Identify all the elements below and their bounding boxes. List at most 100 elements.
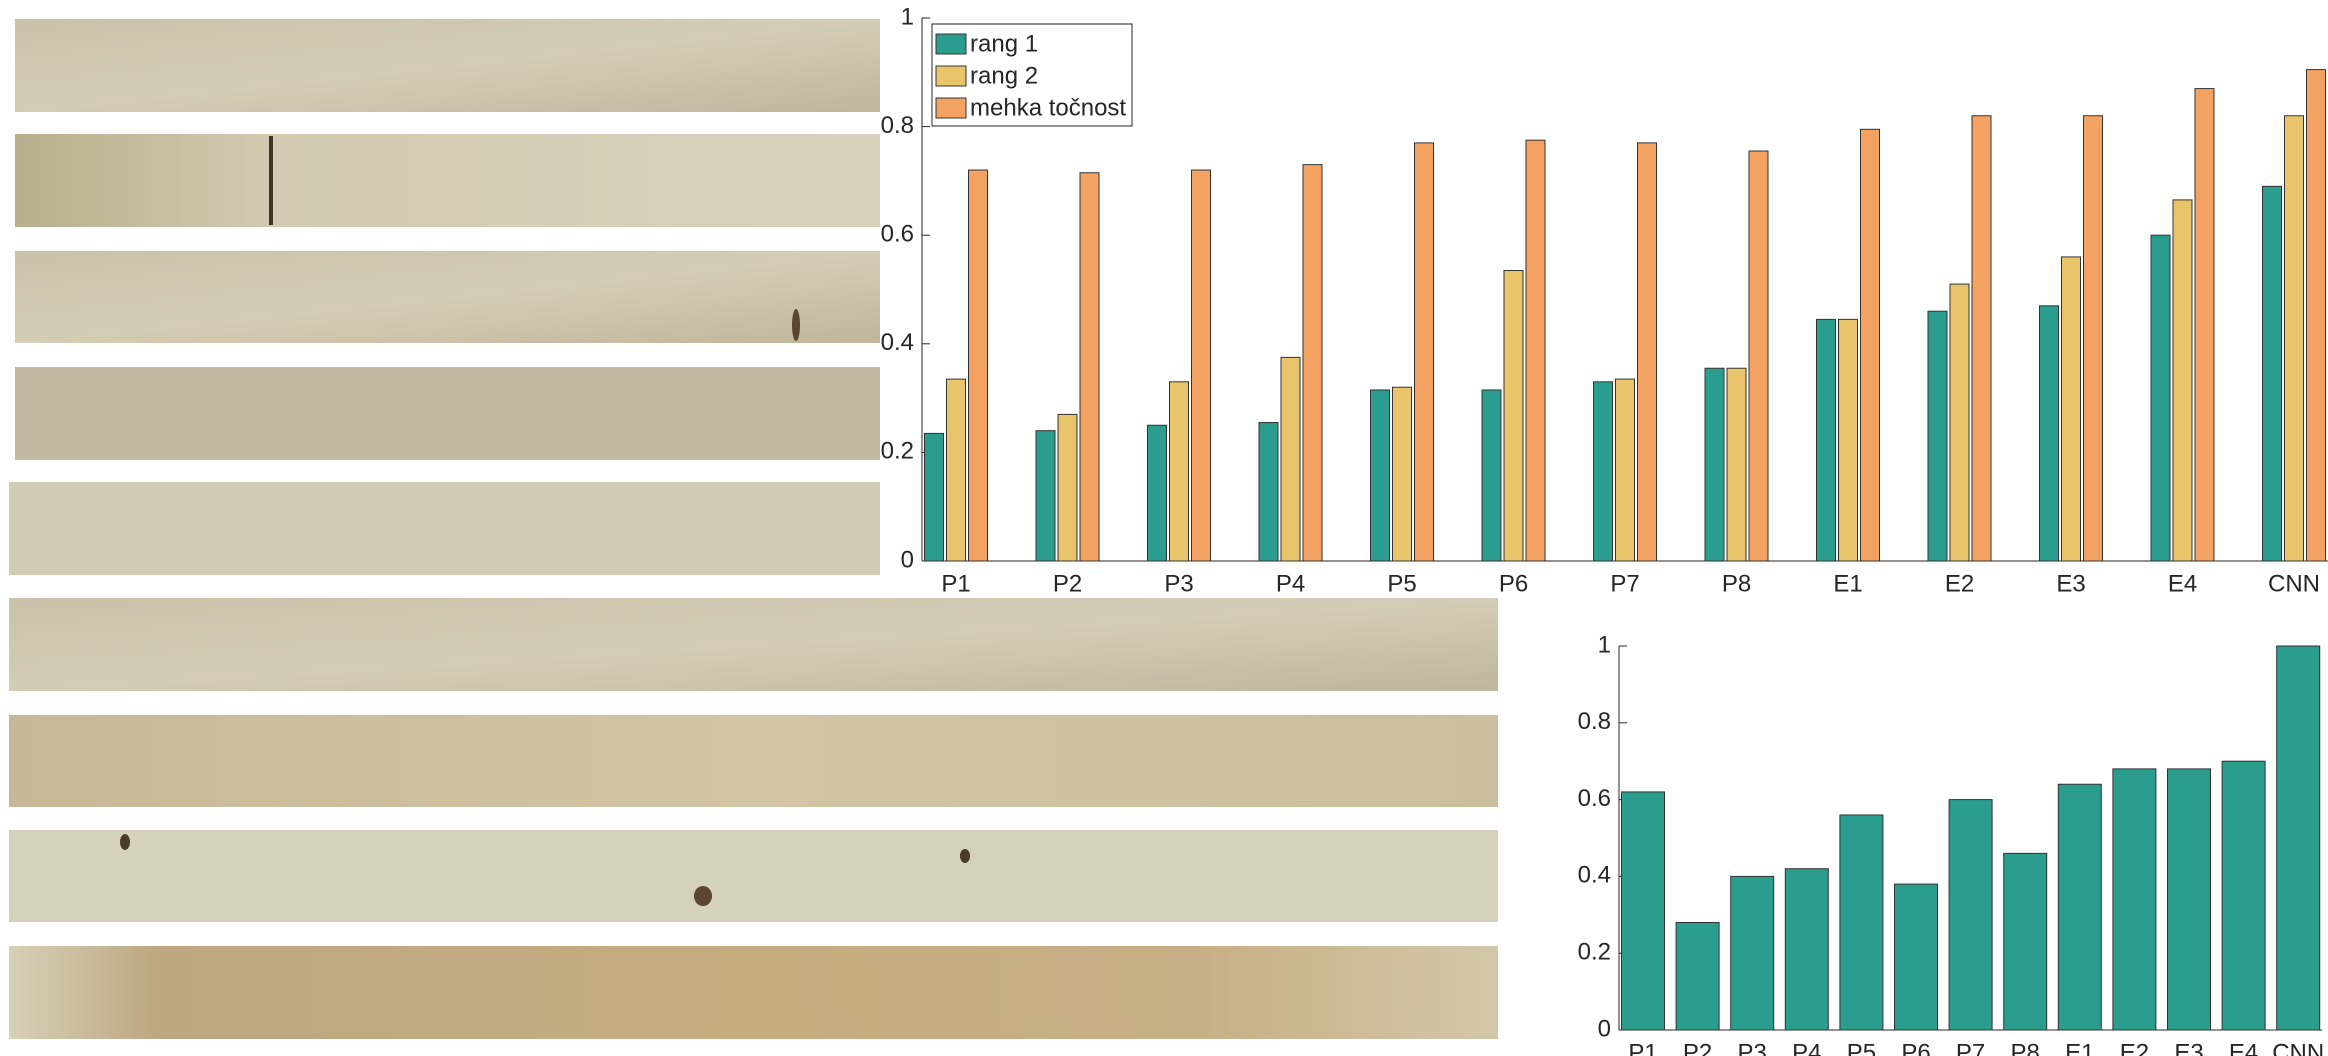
wood-sample xyxy=(9,598,1498,691)
legend-swatch xyxy=(935,97,967,119)
y-tick-label: 1 xyxy=(1598,631,1611,658)
legend-label: mehka točnost xyxy=(970,94,1126,121)
wood-sample xyxy=(15,367,880,460)
bar xyxy=(2057,783,2102,1031)
x-tick-label: P8 xyxy=(2011,1039,2040,1056)
bar xyxy=(2150,234,2171,562)
bar xyxy=(1726,367,1747,562)
bar xyxy=(2083,115,2103,562)
bar xyxy=(1191,169,1211,562)
wood-sample xyxy=(9,482,880,575)
bar xyxy=(2276,645,2321,1031)
y-tick-label: 1 xyxy=(901,3,914,30)
bar xyxy=(1615,378,1635,562)
legend-swatch xyxy=(935,65,967,87)
x-tick-label: P5 xyxy=(1387,570,1416,597)
x-tick-label: P6 xyxy=(1901,1039,1930,1056)
bar xyxy=(1927,310,1948,562)
x-tick-label: P7 xyxy=(1610,570,1639,597)
bar xyxy=(1748,150,1769,562)
wood-sample xyxy=(9,946,1498,1039)
x-tick-label: P3 xyxy=(1738,1039,1767,1056)
x-tick-label: P6 xyxy=(1499,570,1528,597)
x-tick-label: P3 xyxy=(1164,570,1193,597)
x-tick-label: E1 xyxy=(1833,570,1862,597)
bar xyxy=(2112,768,2157,1031)
bar xyxy=(1784,868,1829,1031)
bar xyxy=(1035,430,1056,562)
bar xyxy=(2284,115,2304,562)
bar xyxy=(946,378,966,562)
y-tick-label: 0.4 xyxy=(1578,862,1611,889)
bar xyxy=(1525,139,1546,562)
wood-defect xyxy=(960,849,970,863)
bar xyxy=(1503,269,1524,562)
bar xyxy=(2306,69,2326,562)
wood-defect xyxy=(694,886,712,906)
x-tick-label: CNN xyxy=(2268,570,2320,597)
bar xyxy=(1637,142,1657,562)
wood-sample xyxy=(15,19,880,112)
bar xyxy=(1621,791,1665,1031)
bar xyxy=(2039,305,2059,562)
x-tick-label: E4 xyxy=(2168,570,2197,597)
x-tick-label: E4 xyxy=(2229,1039,2258,1056)
x-tick-label: P2 xyxy=(1683,1039,1712,1056)
y-tick-label: 0.4 xyxy=(881,329,914,356)
x-tick-label: E3 xyxy=(2056,570,2085,597)
wood-sample xyxy=(9,715,1498,807)
legend-swatch xyxy=(935,33,967,55)
wood-samples xyxy=(9,19,1498,1039)
bar xyxy=(1816,318,1836,562)
bar xyxy=(2167,768,2211,1031)
bar xyxy=(1860,128,1880,562)
bar xyxy=(2194,88,2215,562)
y-tick-label: 0 xyxy=(901,546,914,573)
wood-sample xyxy=(9,830,1498,922)
x-tick-label: E2 xyxy=(2120,1039,2149,1056)
x-tick-label: P1 xyxy=(1628,1039,1657,1056)
y-tick-label: 0.6 xyxy=(881,221,914,248)
y-tick-label: 0 xyxy=(1598,1015,1611,1042)
x-tick-label: P1 xyxy=(941,570,970,597)
x-tick-label: P2 xyxy=(1053,570,1082,597)
bar xyxy=(1079,172,1100,562)
bar xyxy=(1593,381,1613,562)
bar xyxy=(1971,115,1992,562)
wood-defect xyxy=(120,834,130,850)
bar xyxy=(1730,875,1775,1031)
x-tick-label: P5 xyxy=(1847,1039,1876,1056)
x-tick-label: E3 xyxy=(2174,1039,2203,1056)
bar xyxy=(1392,386,1412,562)
bar xyxy=(2221,760,2266,1031)
y-tick-label: 0.8 xyxy=(881,112,914,139)
bar xyxy=(1169,381,1189,562)
bar xyxy=(1302,164,1323,562)
wood-defect xyxy=(269,136,273,225)
bar xyxy=(1838,318,1858,562)
wood-sample xyxy=(15,251,880,343)
x-tick-label: P4 xyxy=(1276,570,1305,597)
bar xyxy=(1481,389,1502,562)
bar xyxy=(1280,356,1301,562)
x-tick-label: CNN xyxy=(2272,1039,2324,1056)
y-tick-label: 0.2 xyxy=(881,438,914,465)
bar xyxy=(1370,389,1390,562)
bar xyxy=(1057,413,1078,562)
bar xyxy=(1704,367,1725,562)
legend-label: rang 1 xyxy=(970,30,1038,57)
wood-defect xyxy=(792,309,800,341)
bar xyxy=(924,432,944,562)
x-tick-label: P4 xyxy=(1792,1039,1821,1056)
bar xyxy=(2061,256,2081,562)
bar xyxy=(1675,921,1720,1031)
bar xyxy=(2262,185,2282,562)
bar xyxy=(2003,852,2048,1031)
bar xyxy=(1258,422,1279,562)
bar xyxy=(1147,424,1167,562)
bar xyxy=(1414,142,1434,562)
legend-label: rang 2 xyxy=(970,62,1038,89)
y-tick-label: 0.6 xyxy=(1578,785,1611,812)
wood-sample xyxy=(15,134,880,227)
